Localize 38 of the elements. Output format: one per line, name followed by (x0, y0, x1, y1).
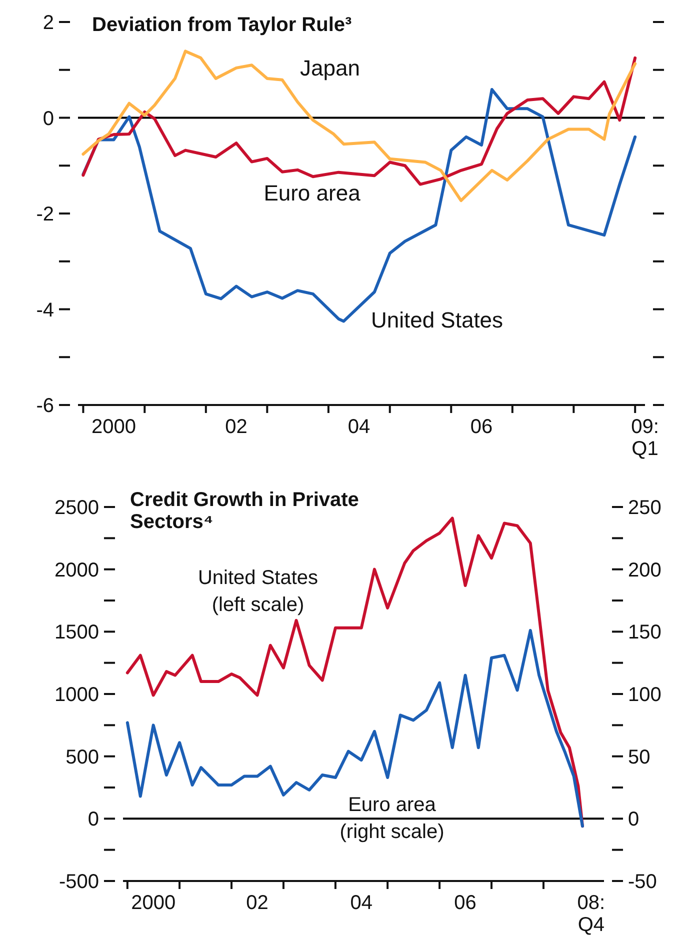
y-tick-label: 1500 (54, 622, 99, 644)
x-tick-label: 02 (246, 892, 268, 914)
y2-tick-label: 100 (628, 684, 662, 706)
y-tick-label: 500 (66, 746, 99, 768)
y2-tick-label: 0 (628, 808, 640, 831)
x-tick-label: 04 (348, 416, 370, 438)
x-tick-label: 02 (225, 416, 248, 438)
y-tick-label: -500 (58, 871, 99, 893)
y-tick-label: 2500 (54, 497, 99, 519)
line-series (82, 56, 637, 186)
y-tick-label: 1000 (54, 684, 99, 706)
x-tick-label: 04 (350, 892, 372, 914)
x-tick-label: 06 (470, 416, 493, 438)
y-tick-label: -4 (36, 299, 54, 322)
y2-tick-label: 250 (628, 497, 662, 519)
series-label: United States (left scale) (198, 566, 318, 618)
chart-title: Credit Growth in Private Sectors⁴ (130, 489, 359, 533)
y-tick-label: 0 (42, 108, 54, 130)
y-tick-label: 2 (42, 12, 54, 34)
series-label: Euro area (264, 180, 360, 206)
series-label: Japan (300, 54, 360, 82)
x-tick-label: 2000 (131, 892, 176, 914)
y2-tick-label: 50 (628, 746, 650, 768)
x-tick-label: 2000 (92, 416, 136, 438)
chart-title: Deviation from Taylor Rule³ (92, 14, 352, 36)
y-tick-label: -6 (36, 395, 54, 417)
x-tick-label: 06 (454, 892, 476, 914)
line-series (82, 50, 637, 202)
y2-tick-label: 200 (628, 559, 662, 582)
x-tick-label: 08: Q4 (577, 892, 606, 936)
y-tick-label: 0 (88, 808, 99, 831)
x-tick-label: 09: Q1 (631, 416, 659, 460)
y2-tick-label: -50 (628, 871, 657, 893)
y-tick-label: -2 (36, 204, 54, 226)
y-tick-label: 2000 (54, 559, 99, 582)
y2-tick-label: 150 (628, 622, 662, 644)
series-label: United States (370, 306, 504, 334)
series-label: Euro area (right scale) (340, 793, 444, 845)
